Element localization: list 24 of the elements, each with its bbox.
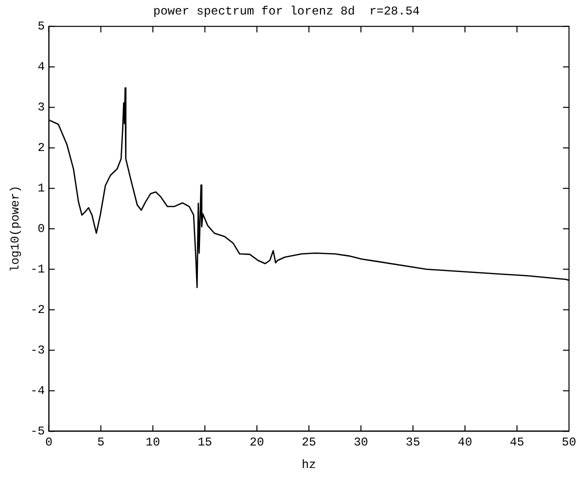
y-tick-label: 2 — [38, 141, 45, 156]
y-tick-label: 3 — [38, 100, 45, 115]
x-tick-label: 30 — [354, 436, 368, 450]
y-tick-label: -1 — [30, 262, 45, 276]
x-tick-label: 20 — [250, 436, 264, 450]
y-tick-label: -3 — [30, 343, 45, 358]
y-axis-title: log10(power) — [8, 186, 22, 272]
x-tick-label: 15 — [198, 436, 212, 450]
chart-title: power spectrum for lorenz 8d r=28.54 — [153, 4, 420, 18]
y-tick-label: -5 — [30, 424, 45, 438]
y-tick-label: -4 — [30, 384, 45, 398]
x-tick-label: 5 — [97, 436, 104, 450]
x-axis-title: hz — [302, 458, 316, 472]
y-tick-label: -2 — [30, 302, 45, 317]
x-tick-label: 10 — [146, 436, 160, 450]
y-tick-label: 5 — [38, 20, 45, 34]
x-tick-label: 45 — [510, 436, 524, 450]
y-tick-label: 0 — [38, 222, 45, 236]
y-tick-label: 1 — [38, 181, 45, 196]
x-tick-label: 40 — [458, 436, 472, 450]
y-tick-label: 4 — [38, 60, 45, 74]
x-tick-label: 35 — [406, 436, 420, 450]
x-tick-label: 50 — [562, 436, 576, 450]
x-tick-label: 25 — [302, 436, 316, 450]
